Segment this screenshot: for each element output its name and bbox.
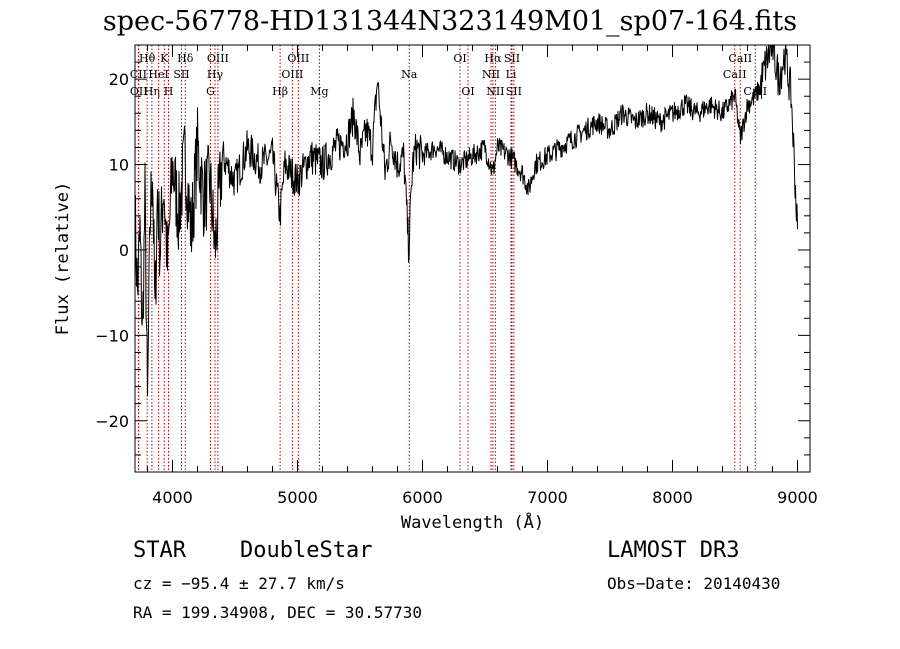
line-label: Hγ: [207, 68, 224, 81]
line-label: Hα: [484, 52, 502, 65]
line-label: OIII: [287, 52, 309, 65]
x-tick-label: 9000: [777, 488, 818, 507]
line-label: OIII: [207, 52, 229, 65]
y-tick-label: −10: [95, 326, 129, 345]
line-label: SII: [173, 68, 189, 81]
object-class: STAR: [133, 538, 186, 563]
line-label: Na: [401, 68, 418, 81]
x-tick-label: 5000: [277, 488, 318, 507]
line-label: OI: [453, 52, 466, 65]
line-label: Mg: [310, 85, 328, 98]
x-tick-label: 6000: [402, 488, 443, 507]
line-label: Hη: [144, 85, 160, 98]
line-label: Hδ: [177, 52, 194, 65]
x-axis-label: Wavelength (Å): [401, 511, 544, 533]
line-label: SII: [504, 52, 520, 65]
obs-date: Obs−Date: 20140430: [607, 574, 781, 593]
line-label: OII: [130, 85, 148, 98]
x-tick-label: 7000: [527, 488, 568, 507]
y-tick-label: 10: [109, 156, 129, 175]
line-label: NII: [486, 85, 504, 98]
line-label: CaII: [723, 68, 747, 81]
line-label: G: [206, 85, 215, 98]
line-label: Li: [506, 68, 517, 81]
object-subclass: DoubleStar: [240, 538, 373, 563]
line-label: H: [164, 85, 174, 98]
x-tick-label: 8000: [652, 488, 693, 507]
line-label: HeI: [148, 68, 168, 81]
redshift-readout: cz = −95.4 ± 27.7 km/s: [133, 574, 345, 593]
survey-name: LAMOST DR3: [607, 538, 740, 563]
line-label: Hθ: [139, 52, 156, 65]
line-label: Hβ: [272, 85, 288, 98]
line-label: CaII: [728, 52, 752, 65]
y-tick-label: 20: [109, 70, 129, 89]
ra-dec-readout: RA = 199.34908, DEC = 30.57730: [133, 603, 422, 622]
spectrum-line: [134, 44, 798, 397]
line-label: NII: [482, 68, 500, 81]
y-axis-label: Flux (relative): [53, 182, 73, 336]
chart-title: spec-56778-HD131344N323149M01_sp07-164.f…: [102, 6, 798, 37]
y-tick-label: 0: [119, 241, 129, 260]
y-tick-label: −20: [95, 412, 129, 431]
line-label: K: [160, 52, 169, 65]
x-tick-label: 4000: [152, 488, 193, 507]
line-label: OIII: [281, 68, 303, 81]
line-label: OI: [461, 85, 474, 98]
line-label: SII: [506, 85, 522, 98]
